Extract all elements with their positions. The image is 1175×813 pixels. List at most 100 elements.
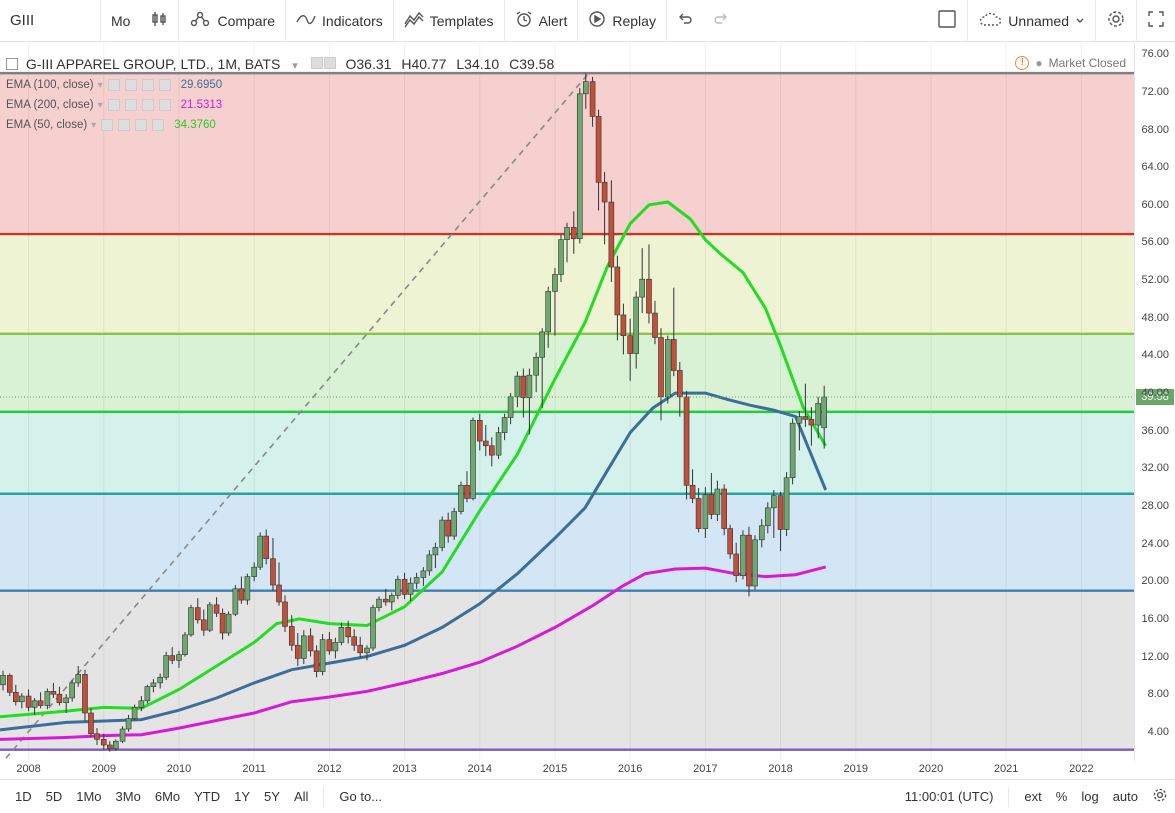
candle-body [420, 570, 427, 578]
auto-scale-toggle[interactable]: auto [1112, 789, 1138, 804]
close-icon[interactable] [158, 99, 171, 111]
time-axis[interactable]: 2008 2009 2010 2011 2012 2013 2014 2015 2016 2017… [0, 761, 1134, 779]
collapse-legend-icon[interactable] [6, 58, 18, 70]
candle-body [702, 494, 709, 529]
series-legend: G-III APPAREL GROUP, LTD., 1M, BATS ▾ O3… [6, 56, 554, 72]
series-title[interactable]: G-III APPAREL GROUP, LTD., 1M, BATS [25, 56, 281, 72]
range-ytd-button[interactable]: YTD [194, 789, 221, 804]
price-tick-label: 72.00 [1141, 85, 1169, 98]
candle-body [257, 535, 263, 568]
range-1d-button[interactable]: 1D [15, 789, 32, 804]
price-axis[interactable]: 39.58 76.00 72.00 68.00 64.00 60.00 56.00 52.0… [1134, 43, 1175, 761]
time-tick-label: 2008 [16, 763, 41, 775]
settings-icon[interactable] [124, 79, 137, 91]
price-chart[interactable] [0, 43, 1134, 761]
candle-body [777, 495, 784, 530]
chevron-down-icon[interactable]: ▾ [97, 79, 103, 91]
add-icon[interactable] [141, 99, 154, 111]
candle-body [608, 201, 615, 268]
indicator-row-ema50[interactable]: EMA (50, close) ▾ 34.3760 [6, 119, 216, 131]
candle-body [552, 274, 558, 292]
ohlc-close: C39.58 [509, 56, 555, 72]
trend-line [5, 72, 590, 759]
goto-button[interactable]: Go to... [339, 789, 383, 804]
eye-icon[interactable] [310, 57, 323, 69]
candle-body [113, 740, 119, 750]
last-price-label: 39.58 [1136, 389, 1174, 405]
range-1mo-button[interactable]: 1Mo [76, 789, 102, 804]
alert-button[interactable]: Alert [505, 0, 578, 42]
fib-zone [0, 493, 1134, 591]
symbol-search-button[interactable]: GIII [10, 12, 35, 29]
fullscreen-layout-button[interactable] [927, 0, 967, 42]
expand-icon [1147, 10, 1165, 31]
clock-timezone[interactable]: 11:00:01 (UTC) [904, 789, 994, 804]
candle-body [69, 682, 75, 699]
close-icon[interactable] [152, 119, 165, 131]
bottom-toolbar: 1D 5D 1Mo 3Mo 6Mo YTD 1Y 5Y All Go to...… [0, 779, 1175, 813]
candle-body [439, 519, 445, 548]
indicator-row-ema100[interactable]: EMA (100, close) ▾ 29.6950 [6, 79, 222, 91]
templates-button[interactable]: Templates [394, 0, 504, 42]
chevron-down-icon[interactable]: ▾ [97, 99, 103, 111]
chart-pane[interactable]: G-III APPAREL GROUP, LTD., 1M, BATS ▾ O3… [0, 43, 1134, 761]
candle-body [382, 598, 389, 603]
chevron-down-icon[interactable]: ▾ [292, 60, 298, 72]
settings-icon[interactable] [323, 57, 336, 69]
candle-body [514, 375, 521, 398]
compare-button[interactable]: Compare [179, 0, 285, 42]
fib-zone [0, 73, 1134, 235]
layout-name-button[interactable]: Unnamed [968, 0, 1095, 42]
settings-icon[interactable] [124, 99, 137, 111]
fullscreen-button[interactable] [1137, 0, 1175, 42]
add-icon[interactable] [135, 119, 148, 131]
range-6mo-button[interactable]: 6Mo [154, 789, 181, 804]
candle-body [370, 607, 376, 649]
price-tick-label: 56.00 [1141, 236, 1169, 249]
candle-body [125, 718, 132, 730]
replay-button[interactable]: Replay [578, 0, 666, 42]
range-1y-button[interactable]: 1Y [234, 789, 251, 804]
range-all-button[interactable]: All [293, 789, 309, 804]
toolbar-divider [392, 0, 394, 42]
eye-icon[interactable] [107, 79, 120, 91]
extended-hours-toggle[interactable]: ext [1024, 789, 1042, 804]
candle-body [232, 588, 239, 615]
gear-icon [1152, 788, 1168, 806]
chart-style-button[interactable] [140, 0, 178, 42]
chevron-down-icon[interactable]: ▾ [91, 119, 97, 131]
candle-body [119, 728, 126, 742]
settings-button[interactable] [1096, 0, 1136, 42]
candle-body [82, 674, 88, 714]
candle-body [288, 626, 295, 646]
range-5y-button[interactable]: 5Y [264, 789, 280, 804]
settings-button[interactable] [1145, 787, 1175, 806]
range-3mo-button[interactable]: 3Mo [115, 789, 141, 804]
indicators-button[interactable]: Indicators [286, 0, 393, 42]
candle-body [570, 227, 577, 240]
candle-body [395, 579, 401, 596]
eye-icon[interactable] [107, 99, 120, 111]
close-icon[interactable] [158, 79, 171, 91]
candle-body [106, 744, 113, 750]
price-tick-label: 28.00 [1141, 499, 1169, 512]
candle-body [658, 337, 664, 398]
toolbar-divider [967, 0, 969, 42]
candle-body [639, 278, 645, 298]
undo-button[interactable] [667, 0, 703, 42]
log-scale-toggle[interactable]: log [1081, 789, 1099, 804]
settings-icon[interactable] [118, 119, 131, 131]
candle-body [495, 432, 502, 456]
percent-scale-toggle[interactable]: % [1055, 789, 1068, 804]
range-5d-button[interactable]: 5D [45, 789, 63, 804]
redo-button[interactable] [703, 0, 739, 42]
candle-body [576, 93, 583, 240]
ohlc-high: H40.77 [401, 56, 447, 72]
fib-zone [0, 333, 1134, 412]
candle-body [100, 739, 107, 746]
indicator-row-ema200[interactable]: EMA (200, close) ▾ 21.5313 [6, 99, 222, 111]
top-toolbar: GIII Mo Compare Indicators Templates Ale… [0, 0, 1175, 42]
eye-icon[interactable] [101, 119, 114, 131]
interval-button[interactable]: Mo [101, 0, 140, 42]
add-icon[interactable] [141, 79, 154, 91]
